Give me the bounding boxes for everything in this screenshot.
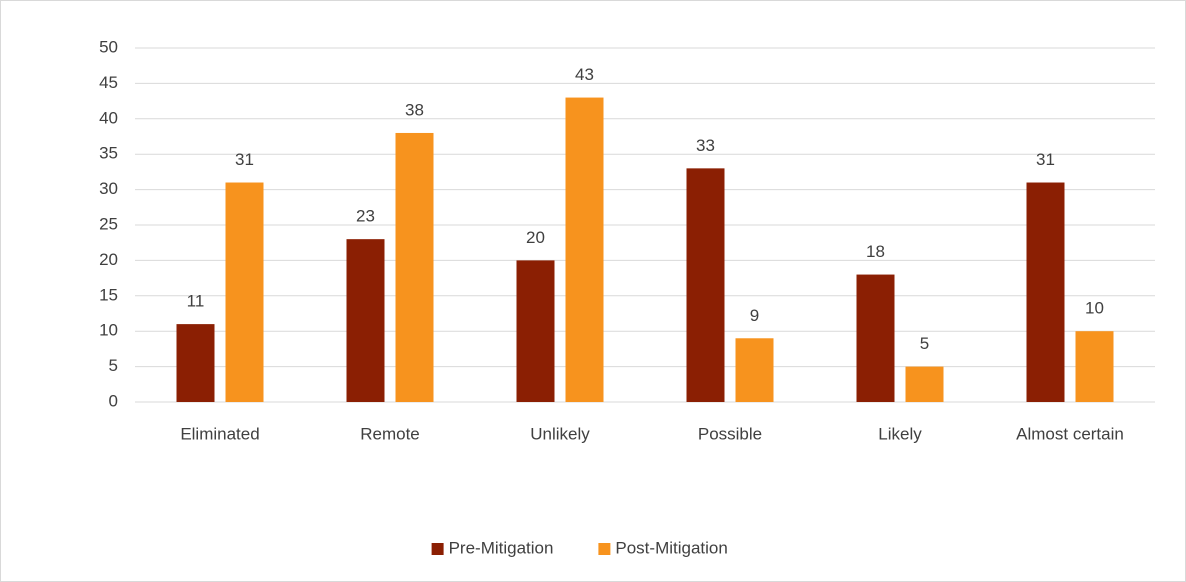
data-label: 10 bbox=[1085, 299, 1104, 318]
y-tick-label: 40 bbox=[99, 108, 118, 127]
bar bbox=[1075, 331, 1114, 402]
bar bbox=[735, 338, 774, 402]
data-label: 18 bbox=[866, 242, 885, 261]
data-label: 5 bbox=[920, 334, 929, 353]
x-tick-label: Eliminated bbox=[180, 424, 259, 443]
data-label: 9 bbox=[750, 306, 759, 325]
data-label: 31 bbox=[1036, 150, 1055, 169]
bar bbox=[1026, 182, 1065, 402]
bar bbox=[225, 182, 264, 402]
data-label: 43 bbox=[575, 65, 594, 84]
y-tick-label: 5 bbox=[109, 356, 118, 375]
bar bbox=[686, 168, 725, 402]
y-tick-label: 10 bbox=[99, 321, 118, 340]
y-tick-label: 50 bbox=[99, 37, 118, 56]
bar bbox=[176, 324, 215, 402]
x-tick-label: Almost certain bbox=[1016, 424, 1124, 443]
y-tick-label: 25 bbox=[99, 214, 118, 233]
y-tick-label: 20 bbox=[99, 250, 118, 269]
data-label: 11 bbox=[187, 292, 205, 311]
legend-label: Pre-Mitigation bbox=[449, 538, 554, 557]
x-tick-label: Possible bbox=[698, 424, 762, 443]
data-label: 31 bbox=[235, 150, 254, 169]
bar bbox=[905, 366, 944, 402]
x-tick-label: Remote bbox=[360, 424, 420, 443]
legend-swatch bbox=[431, 543, 444, 555]
y-tick-label: 45 bbox=[99, 73, 118, 92]
bar bbox=[856, 274, 895, 402]
data-label: 38 bbox=[405, 100, 424, 119]
data-label: 23 bbox=[356, 207, 375, 226]
bar bbox=[565, 97, 604, 402]
y-tick-label: 35 bbox=[99, 144, 118, 163]
bar bbox=[395, 132, 434, 402]
data-label: 33 bbox=[696, 136, 715, 155]
y-tick-label: 30 bbox=[99, 179, 118, 198]
y-tick-label: 15 bbox=[99, 285, 118, 304]
x-tick-label: Likely bbox=[878, 424, 922, 443]
bar bbox=[346, 239, 385, 402]
x-tick-label: Unlikely bbox=[530, 424, 590, 443]
bar bbox=[516, 260, 555, 402]
data-label: 20 bbox=[526, 228, 545, 247]
y-tick-label: 0 bbox=[109, 391, 118, 410]
legend-swatch bbox=[598, 543, 611, 555]
legend-label: Post-Mitigation bbox=[615, 538, 727, 557]
